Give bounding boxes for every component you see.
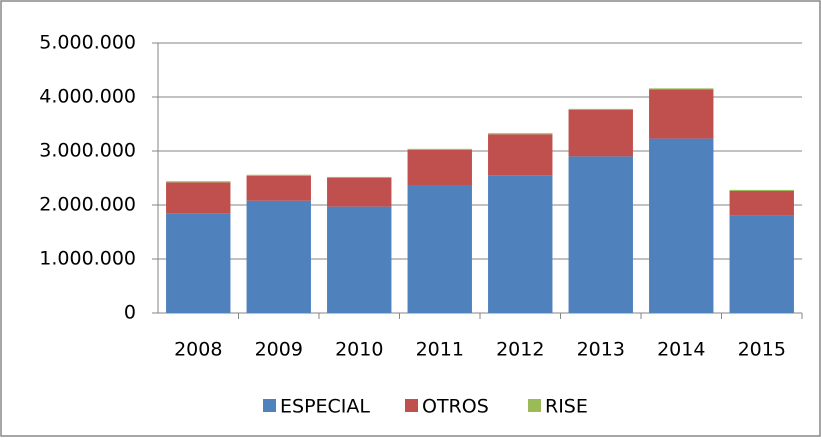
bar-segment [488,175,553,313]
legend-swatch [528,399,541,412]
bar-segment [327,178,392,207]
y-tick-label: 2.000.000 [39,194,136,216]
y-tick-label: 3.000.000 [39,140,136,162]
bar-segment [729,189,794,191]
bar-segment [166,181,231,183]
bar-segment [568,108,633,110]
bar-segment [327,206,392,313]
bar-segment [729,215,794,313]
legend-label: ESPECIAL [280,396,370,418]
bar-segment [246,175,311,201]
x-tick-label: 2014 [657,339,705,361]
y-tick-label: 0 [124,302,136,324]
y-tick-label: 4.000.000 [39,86,136,108]
bar-segment [568,109,633,157]
legend-label: RISE [545,396,588,418]
bar-segment [649,88,714,90]
legend-swatch [405,399,418,412]
bar-segment [166,182,231,214]
legend-label: OTROS [422,396,489,418]
bar-segment [729,190,794,216]
bar-segment [488,133,553,135]
bar-segment [246,174,311,176]
x-tick-label: 2009 [255,339,303,361]
bar-segment [246,200,311,313]
bar-segment [649,89,714,139]
bar-segment [407,185,472,313]
x-tick-label: 2013 [577,339,625,361]
bar-segment [488,134,553,176]
y-tick-label: 1.000.000 [39,248,136,270]
bar-segment [166,213,231,313]
bar-segment [568,156,633,313]
x-tick-label: 2008 [174,339,222,361]
x-tick-label: 2012 [496,339,544,361]
y-tick-label: 5.000.000 [39,32,136,54]
x-tick-label: 2015 [738,339,786,361]
bar-segment [649,138,714,313]
bar-segment [327,176,392,178]
bar-segment [407,148,472,150]
x-tick-label: 2010 [335,339,383,361]
bar-segment [407,149,472,186]
x-tick-label: 2011 [416,339,464,361]
legend-swatch [263,399,276,412]
